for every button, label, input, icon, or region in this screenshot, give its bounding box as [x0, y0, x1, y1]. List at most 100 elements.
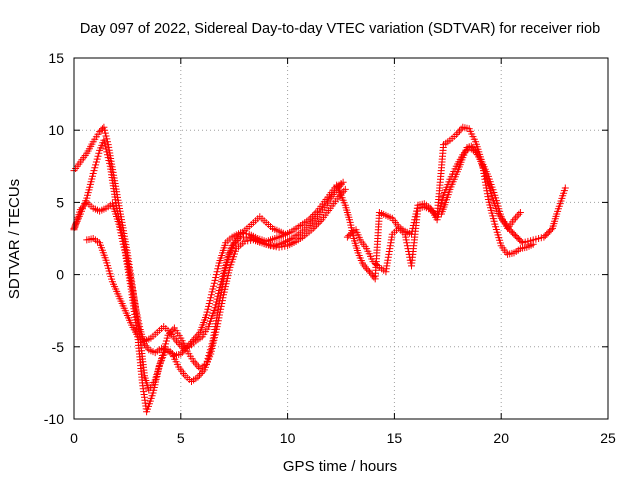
- data-point: [100, 136, 108, 144]
- data-point-fill: [311, 218, 324, 231]
- data-point-fill: [98, 205, 108, 214]
- data-point-fill: [408, 207, 422, 267]
- data-point: [309, 224, 317, 232]
- data-point-fill: [516, 236, 525, 245]
- data-point-fill: [271, 225, 281, 234]
- series-7: [437, 142, 569, 247]
- data-point-fill: [451, 168, 461, 181]
- x-tick-label: 25: [600, 430, 616, 446]
- data-point-fill: [442, 138, 452, 147]
- y-axis-label: SDTVAR / TECUs: [6, 179, 23, 299]
- data-point-fill: [72, 160, 83, 172]
- data-point-fill: [473, 149, 483, 161]
- data-point-fill: [315, 204, 328, 218]
- x-tick-label: 5: [177, 430, 185, 446]
- data-point-fill: [216, 241, 229, 264]
- data-point-fill: [485, 175, 498, 196]
- data-point-fill: [320, 207, 333, 221]
- data-point-fill: [461, 124, 471, 132]
- data-point-fill: [210, 262, 222, 290]
- data-point-fill: [197, 314, 209, 334]
- data-point-fill: [448, 133, 458, 142]
- data-point-fill: [511, 232, 521, 241]
- data-point-fill: [230, 230, 242, 240]
- data-point: [506, 226, 514, 234]
- data-point-fill: [499, 216, 508, 226]
- data-point-fill: [390, 226, 400, 236]
- data-point-fill: [101, 139, 114, 167]
- axis-ticks: 0 5 10 15 20 25 -10 -5 0 5 10 15: [44, 50, 616, 446]
- data-point-fill: [84, 172, 96, 199]
- data-point-fill: [134, 339, 146, 384]
- y-tick-label: 5: [56, 194, 64, 210]
- data-point-fill: [176, 365, 187, 377]
- data-point: [190, 357, 198, 365]
- data-point: [540, 233, 548, 241]
- data-point-fill: [485, 182, 496, 200]
- data-point-fill: [116, 295, 128, 312]
- data-point-fill: [218, 256, 231, 283]
- data-point-fill: [191, 359, 202, 371]
- x-axis-label: GPS time / hours: [283, 458, 397, 475]
- data-point-fill: [149, 330, 159, 340]
- data-point-fill: [91, 130, 102, 143]
- data-point-fill: [157, 348, 169, 367]
- y-tick-label: -5: [52, 339, 65, 355]
- data-point-fill: [84, 140, 96, 155]
- data-point-fill: [541, 230, 551, 240]
- data-point-fill: [240, 229, 250, 238]
- data-point-fill: [499, 244, 510, 256]
- data-point-fill: [433, 144, 447, 218]
- data-point-fill: [443, 188, 453, 204]
- data-point-fill: [225, 241, 237, 259]
- data-point-fill: [144, 392, 156, 413]
- data-point: [173, 337, 180, 345]
- series-6: [343, 123, 537, 276]
- data-point-fill: [403, 228, 413, 237]
- data-point: [427, 206, 435, 214]
- data-point-fill: [170, 353, 181, 368]
- data-point-fill: [506, 249, 516, 258]
- data-point-fill: [338, 194, 348, 207]
- data-point-fill: [358, 238, 369, 250]
- data-marks: [70, 123, 569, 416]
- data-point-fill: [194, 334, 204, 344]
- y-tick-label: -10: [44, 411, 64, 427]
- data-point-fill: [201, 353, 214, 371]
- x-tick-label: 10: [280, 430, 296, 446]
- data-point-fill: [245, 221, 255, 230]
- data-point: [401, 230, 409, 238]
- data-point-fill: [454, 125, 465, 137]
- data-point-fill: [299, 217, 311, 228]
- data-point-fill: [207, 325, 220, 355]
- data-point-fill: [428, 207, 439, 219]
- data-point-fill: [416, 203, 426, 212]
- data-point-fill: [173, 351, 183, 359]
- data-point-fill: [371, 260, 381, 269]
- data-point-fill: [345, 230, 354, 240]
- data-point: [341, 185, 349, 193]
- chart-title: Day 097 of 2022, Sidereal Day-to-day VTE…: [80, 21, 600, 37]
- data-point-fill: [103, 259, 116, 283]
- data-point-fill: [185, 350, 196, 363]
- data-point: [100, 123, 108, 131]
- data-point-fill: [212, 281, 225, 309]
- data-point-fill: [447, 178, 457, 191]
- data-point-fill: [109, 202, 122, 225]
- data-point-fill: [235, 239, 247, 251]
- data-point-fill: [239, 226, 249, 236]
- data-point-fill: [360, 261, 369, 271]
- data-point-fill: [290, 230, 302, 241]
- data-point-fill: [307, 215, 320, 228]
- data-point-fill: [303, 226, 315, 238]
- data-point-fill: [384, 212, 394, 221]
- data-point-fill: [558, 187, 568, 202]
- data-point-fill: [521, 234, 545, 246]
- data-point-fill: [422, 204, 433, 213]
- data-point-fill: [136, 334, 146, 344]
- data-point-fill: [203, 288, 216, 316]
- data-point: [211, 304, 219, 312]
- data-point-fill: [97, 139, 107, 152]
- series-4: [83, 213, 289, 352]
- data-point-fill: [378, 265, 388, 274]
